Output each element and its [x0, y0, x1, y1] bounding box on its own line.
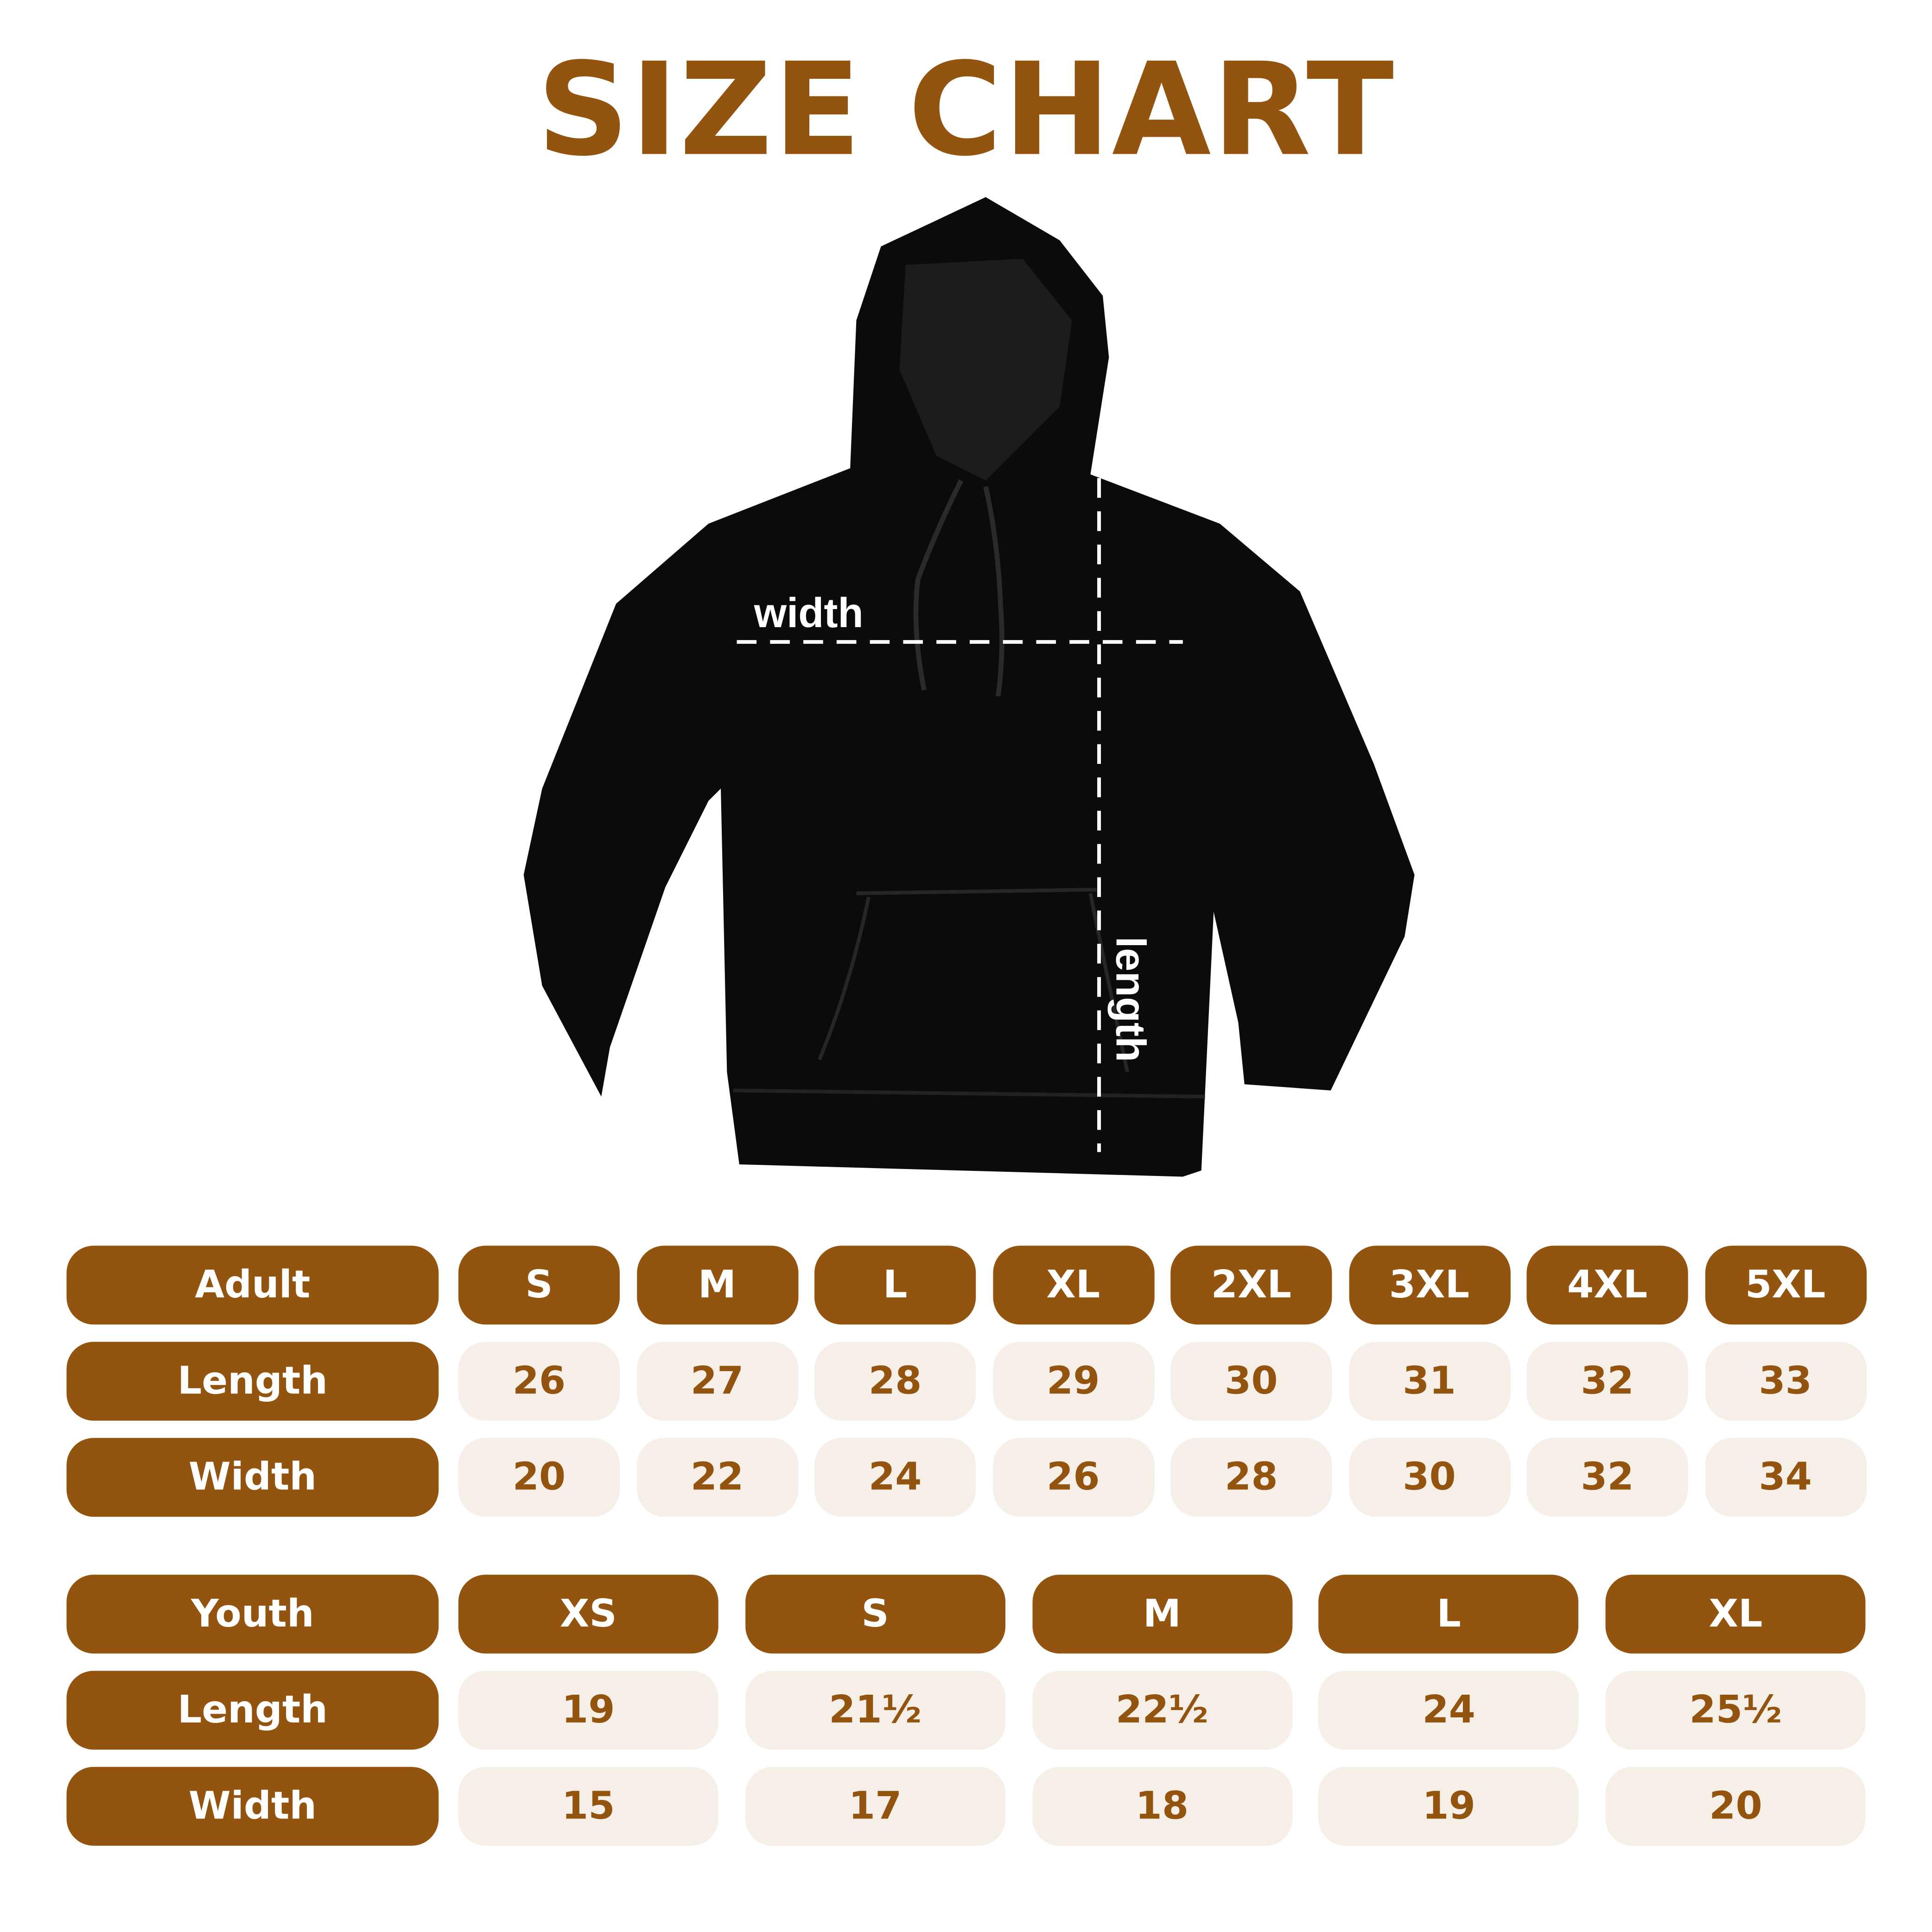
adult-value-cell: 20 [458, 1438, 620, 1517]
adult-row-label: Length [66, 1341, 439, 1421]
youth-row-label: Width [66, 1767, 439, 1846]
drawstring-right [983, 486, 1004, 697]
adult-value-cell: 28 [1170, 1438, 1332, 1517]
youth-value-cell: 19 [1319, 1767, 1579, 1846]
adult-size-header: 5XL [1704, 1246, 1866, 1325]
adult-header-label: Adult [66, 1246, 439, 1325]
adult-size-header: M [636, 1246, 798, 1325]
adult-value-cell: 32 [1526, 1438, 1688, 1517]
adult-value-cell: 30 [1170, 1341, 1332, 1421]
adult-value-cell: 26 [458, 1341, 620, 1421]
youth-row-label: Length [66, 1671, 439, 1750]
hem-line [733, 1088, 1205, 1099]
youth-size-header: XS [458, 1575, 718, 1654]
width-label: width [754, 590, 864, 636]
adult-size-header: XL [992, 1246, 1154, 1325]
youth-value-cell: 20 [1606, 1767, 1866, 1846]
adult-size-header: 4XL [1526, 1246, 1688, 1325]
youth-size-header: XL [1606, 1575, 1866, 1654]
adult-value-cell: 34 [1704, 1438, 1866, 1517]
adult-value-cell: 30 [1348, 1438, 1510, 1517]
youth-value-cell: 15 [458, 1767, 718, 1846]
adult-row-label: Width [66, 1438, 439, 1517]
youth-value-cell: 17 [745, 1767, 1005, 1846]
youth-value-cell: 19 [458, 1671, 718, 1750]
adult-size-header: S [458, 1246, 620, 1325]
adult-value-cell: 22 [636, 1438, 798, 1517]
youth-value-cell: 18 [1032, 1767, 1292, 1846]
youth-size-header: S [745, 1575, 1005, 1654]
youth-header-label: Youth [66, 1575, 439, 1654]
youth-size-header: L [1319, 1575, 1579, 1654]
adult-value-cell: 31 [1348, 1341, 1510, 1421]
adult-value-cell: 33 [1704, 1341, 1866, 1421]
hoodie-image: width length [523, 197, 1415, 1177]
youth-value-cell: 21½ [745, 1671, 1005, 1750]
adult-size-header: L [814, 1246, 976, 1325]
drawstring-left [913, 479, 964, 691]
hood-inner [899, 259, 1072, 481]
hoodie-body [523, 197, 1415, 1177]
youth-size-header: M [1032, 1575, 1292, 1654]
length-label: length [1107, 936, 1154, 1062]
adult-value-cell: 29 [992, 1341, 1154, 1421]
adult-value-cell: 32 [1526, 1341, 1688, 1421]
page-title: SIZE CHART [537, 34, 1395, 185]
youth-value-cell: 22½ [1032, 1671, 1292, 1750]
youth-value-cell: 24 [1319, 1671, 1579, 1750]
adult-size-header: 3XL [1348, 1246, 1510, 1325]
youth-value-cell: 25½ [1606, 1671, 1866, 1750]
adult-value-cell: 26 [992, 1438, 1154, 1517]
adult-size-header: 2XL [1170, 1246, 1332, 1325]
adult-value-cell: 28 [814, 1341, 976, 1421]
adult-value-cell: 27 [636, 1341, 798, 1421]
adult-value-cell: 24 [814, 1438, 976, 1517]
pocket [817, 888, 1130, 1073]
